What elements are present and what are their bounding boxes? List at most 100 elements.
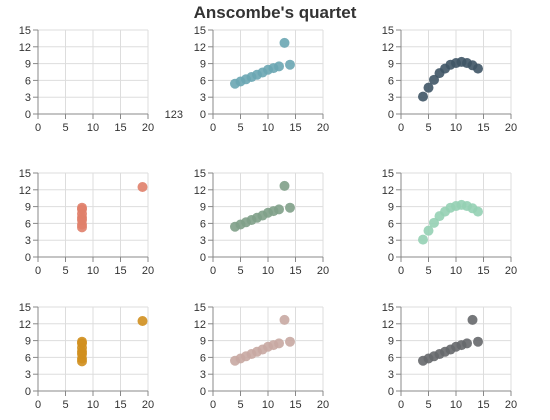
panel-8-data-point bbox=[274, 338, 284, 349]
panel-1-y-tick-label: 15 bbox=[19, 25, 31, 37]
panel-6-x-tick-label: 0 bbox=[398, 265, 404, 277]
panel-9-x-tick-label: 10 bbox=[450, 399, 462, 411]
panel-9-x-tick-label: 0 bbox=[398, 399, 404, 411]
panel-5-x-tick-label: 10 bbox=[262, 265, 274, 277]
panel-8-x-tick-label: 15 bbox=[289, 399, 301, 411]
panel-1-x-tick-label: 5 bbox=[62, 122, 68, 134]
panel-4-y-tick-label: 9 bbox=[25, 202, 31, 214]
panel-2-data-point bbox=[285, 59, 295, 70]
panel-3-x-tick-label: 5 bbox=[425, 122, 431, 134]
panel-4-data-point bbox=[137, 182, 148, 192]
panel-6-y-tick-label: 3 bbox=[388, 235, 394, 247]
panel-5-y-tick-label: 0 bbox=[200, 252, 206, 264]
panel-6-data-point bbox=[423, 225, 434, 236]
panel-7-y-tick-label: 6 bbox=[25, 352, 31, 364]
panel-1-x-tick-label: 0 bbox=[35, 122, 41, 134]
panel-4-x-tick-label: 15 bbox=[114, 265, 126, 277]
panel-7-y-tick-label: 15 bbox=[19, 302, 31, 314]
panel-6-data-point bbox=[429, 217, 439, 228]
panel-2-x-tick-label: 20 bbox=[317, 122, 329, 134]
panel-8-y-tick-label: 3 bbox=[200, 369, 206, 381]
panel-7-y-tick-label: 0 bbox=[25, 386, 31, 398]
panel-2-x-tick-label: 5 bbox=[237, 122, 243, 134]
panel-7-x-tick-label: 5 bbox=[62, 399, 68, 411]
panel-7-x-tick-label: 0 bbox=[35, 399, 41, 411]
panel-8-y-tick-label: 15 bbox=[194, 302, 206, 314]
panel-5-data-point bbox=[285, 202, 295, 213]
panel-7-data-point bbox=[77, 336, 87, 347]
panel-3-y-tick-label: 3 bbox=[388, 92, 394, 104]
panel-1-y-tick-label: 12 bbox=[19, 42, 31, 54]
panel-8-y-tick-label: 0 bbox=[200, 386, 206, 398]
panel-2-x-tick-label: 15 bbox=[289, 122, 301, 134]
panel-5-x-tick-label: 5 bbox=[237, 265, 243, 277]
panel-4-y-tick-label: 12 bbox=[19, 185, 31, 197]
panel-6-x-tick-label: 15 bbox=[477, 265, 489, 277]
panel-3-x-tick-label: 20 bbox=[505, 122, 517, 134]
panel-6-y-tick-label: 12 bbox=[382, 185, 394, 197]
panel-4-data-point bbox=[77, 202, 87, 213]
panel-1-x-tick-label: 15 bbox=[114, 122, 126, 134]
panel-4-x-tick-label: 5 bbox=[62, 265, 68, 277]
panel-8-x-tick-label: 0 bbox=[210, 399, 216, 411]
panel-3-x-tick-label: 15 bbox=[477, 122, 489, 134]
panel-4-y-tick-label: 15 bbox=[19, 168, 31, 180]
panel-2-x-tick-label: 10 bbox=[262, 122, 274, 134]
panel-5-x-tick-label: 15 bbox=[289, 265, 301, 277]
panel-5-data-point bbox=[279, 180, 290, 191]
panel-9-y-tick-label: 9 bbox=[388, 336, 394, 348]
panel-5-y-tick-label: 12 bbox=[194, 185, 206, 197]
panel-9-y-tick-label: 12 bbox=[382, 319, 394, 331]
panel-8-x-tick-label: 20 bbox=[317, 399, 329, 411]
panel-1-y-tick-label: 6 bbox=[25, 75, 31, 87]
panel-2-y-tick-label: 6 bbox=[200, 75, 206, 87]
panel-1-y-tick-label: 9 bbox=[25, 59, 31, 71]
panel-2-data-point bbox=[274, 61, 284, 72]
panel-3-data-point bbox=[473, 63, 483, 74]
panel-3-data-point bbox=[423, 82, 434, 93]
panel-5-data-point bbox=[274, 204, 284, 215]
panel-9-data-point bbox=[462, 338, 472, 349]
panel-3-x-tick-label: 10 bbox=[450, 122, 462, 134]
panel-9-x-tick-label: 15 bbox=[477, 399, 489, 411]
panel-5-y-tick-label: 6 bbox=[200, 218, 206, 230]
panel-7-x-tick-label: 15 bbox=[114, 399, 126, 411]
chart-title: Anscombe's quartet bbox=[193, 3, 357, 22]
panel-7-y-tick-label: 3 bbox=[25, 369, 31, 381]
panel-2-data-point bbox=[279, 37, 290, 48]
panel-4-y-tick-label: 3 bbox=[25, 235, 31, 247]
panel-3-y-tick-label: 12 bbox=[382, 42, 394, 54]
panel-1-y-tick-label: 3 bbox=[25, 92, 31, 104]
panel-4-x-tick-label: 0 bbox=[35, 265, 41, 277]
panel-5-x-tick-label: 0 bbox=[210, 265, 216, 277]
panel-1-x-tick-label: 10 bbox=[87, 122, 99, 134]
panel-5-y-tick-label: 9 bbox=[200, 202, 206, 214]
panel-2-y-tick-label: 12 bbox=[194, 42, 206, 54]
panel-2-y-tick-label: 3 bbox=[200, 92, 206, 104]
panel-6-y-tick-label: 9 bbox=[388, 202, 394, 214]
panel-8-data-point bbox=[285, 336, 295, 347]
panel-4-x-tick-label: 10 bbox=[87, 265, 99, 277]
panel-6-y-tick-label: 0 bbox=[388, 252, 394, 264]
panel-9-y-tick-label: 3 bbox=[388, 369, 394, 381]
panel-3-data-point bbox=[418, 91, 428, 102]
panel-6-x-tick-label: 10 bbox=[450, 265, 462, 277]
panel-2-y-tick-label: 9 bbox=[200, 59, 206, 71]
stray-label: 123 bbox=[165, 109, 183, 121]
panel-9-data-point bbox=[467, 314, 478, 325]
panel-2-x-tick-label: 0 bbox=[210, 122, 216, 134]
panel-6-data-point bbox=[418, 234, 428, 245]
panel-8-x-tick-label: 5 bbox=[237, 399, 243, 411]
panel-6-x-tick-label: 20 bbox=[505, 265, 517, 277]
panel-5-x-tick-label: 20 bbox=[317, 265, 329, 277]
panel-6-y-tick-label: 6 bbox=[388, 218, 394, 230]
panel-9-y-tick-label: 0 bbox=[388, 386, 394, 398]
panel-3-y-tick-label: 6 bbox=[388, 75, 394, 87]
panel-8-y-tick-label: 9 bbox=[200, 336, 206, 348]
panel-9-data-point bbox=[473, 336, 483, 347]
panel-5-y-tick-label: 3 bbox=[200, 235, 206, 247]
panel-7-data-point bbox=[137, 316, 148, 326]
panel-3-x-tick-label: 0 bbox=[398, 122, 404, 134]
panel-7-y-tick-label: 12 bbox=[19, 319, 31, 331]
panel-9-y-tick-label: 15 bbox=[382, 302, 394, 314]
